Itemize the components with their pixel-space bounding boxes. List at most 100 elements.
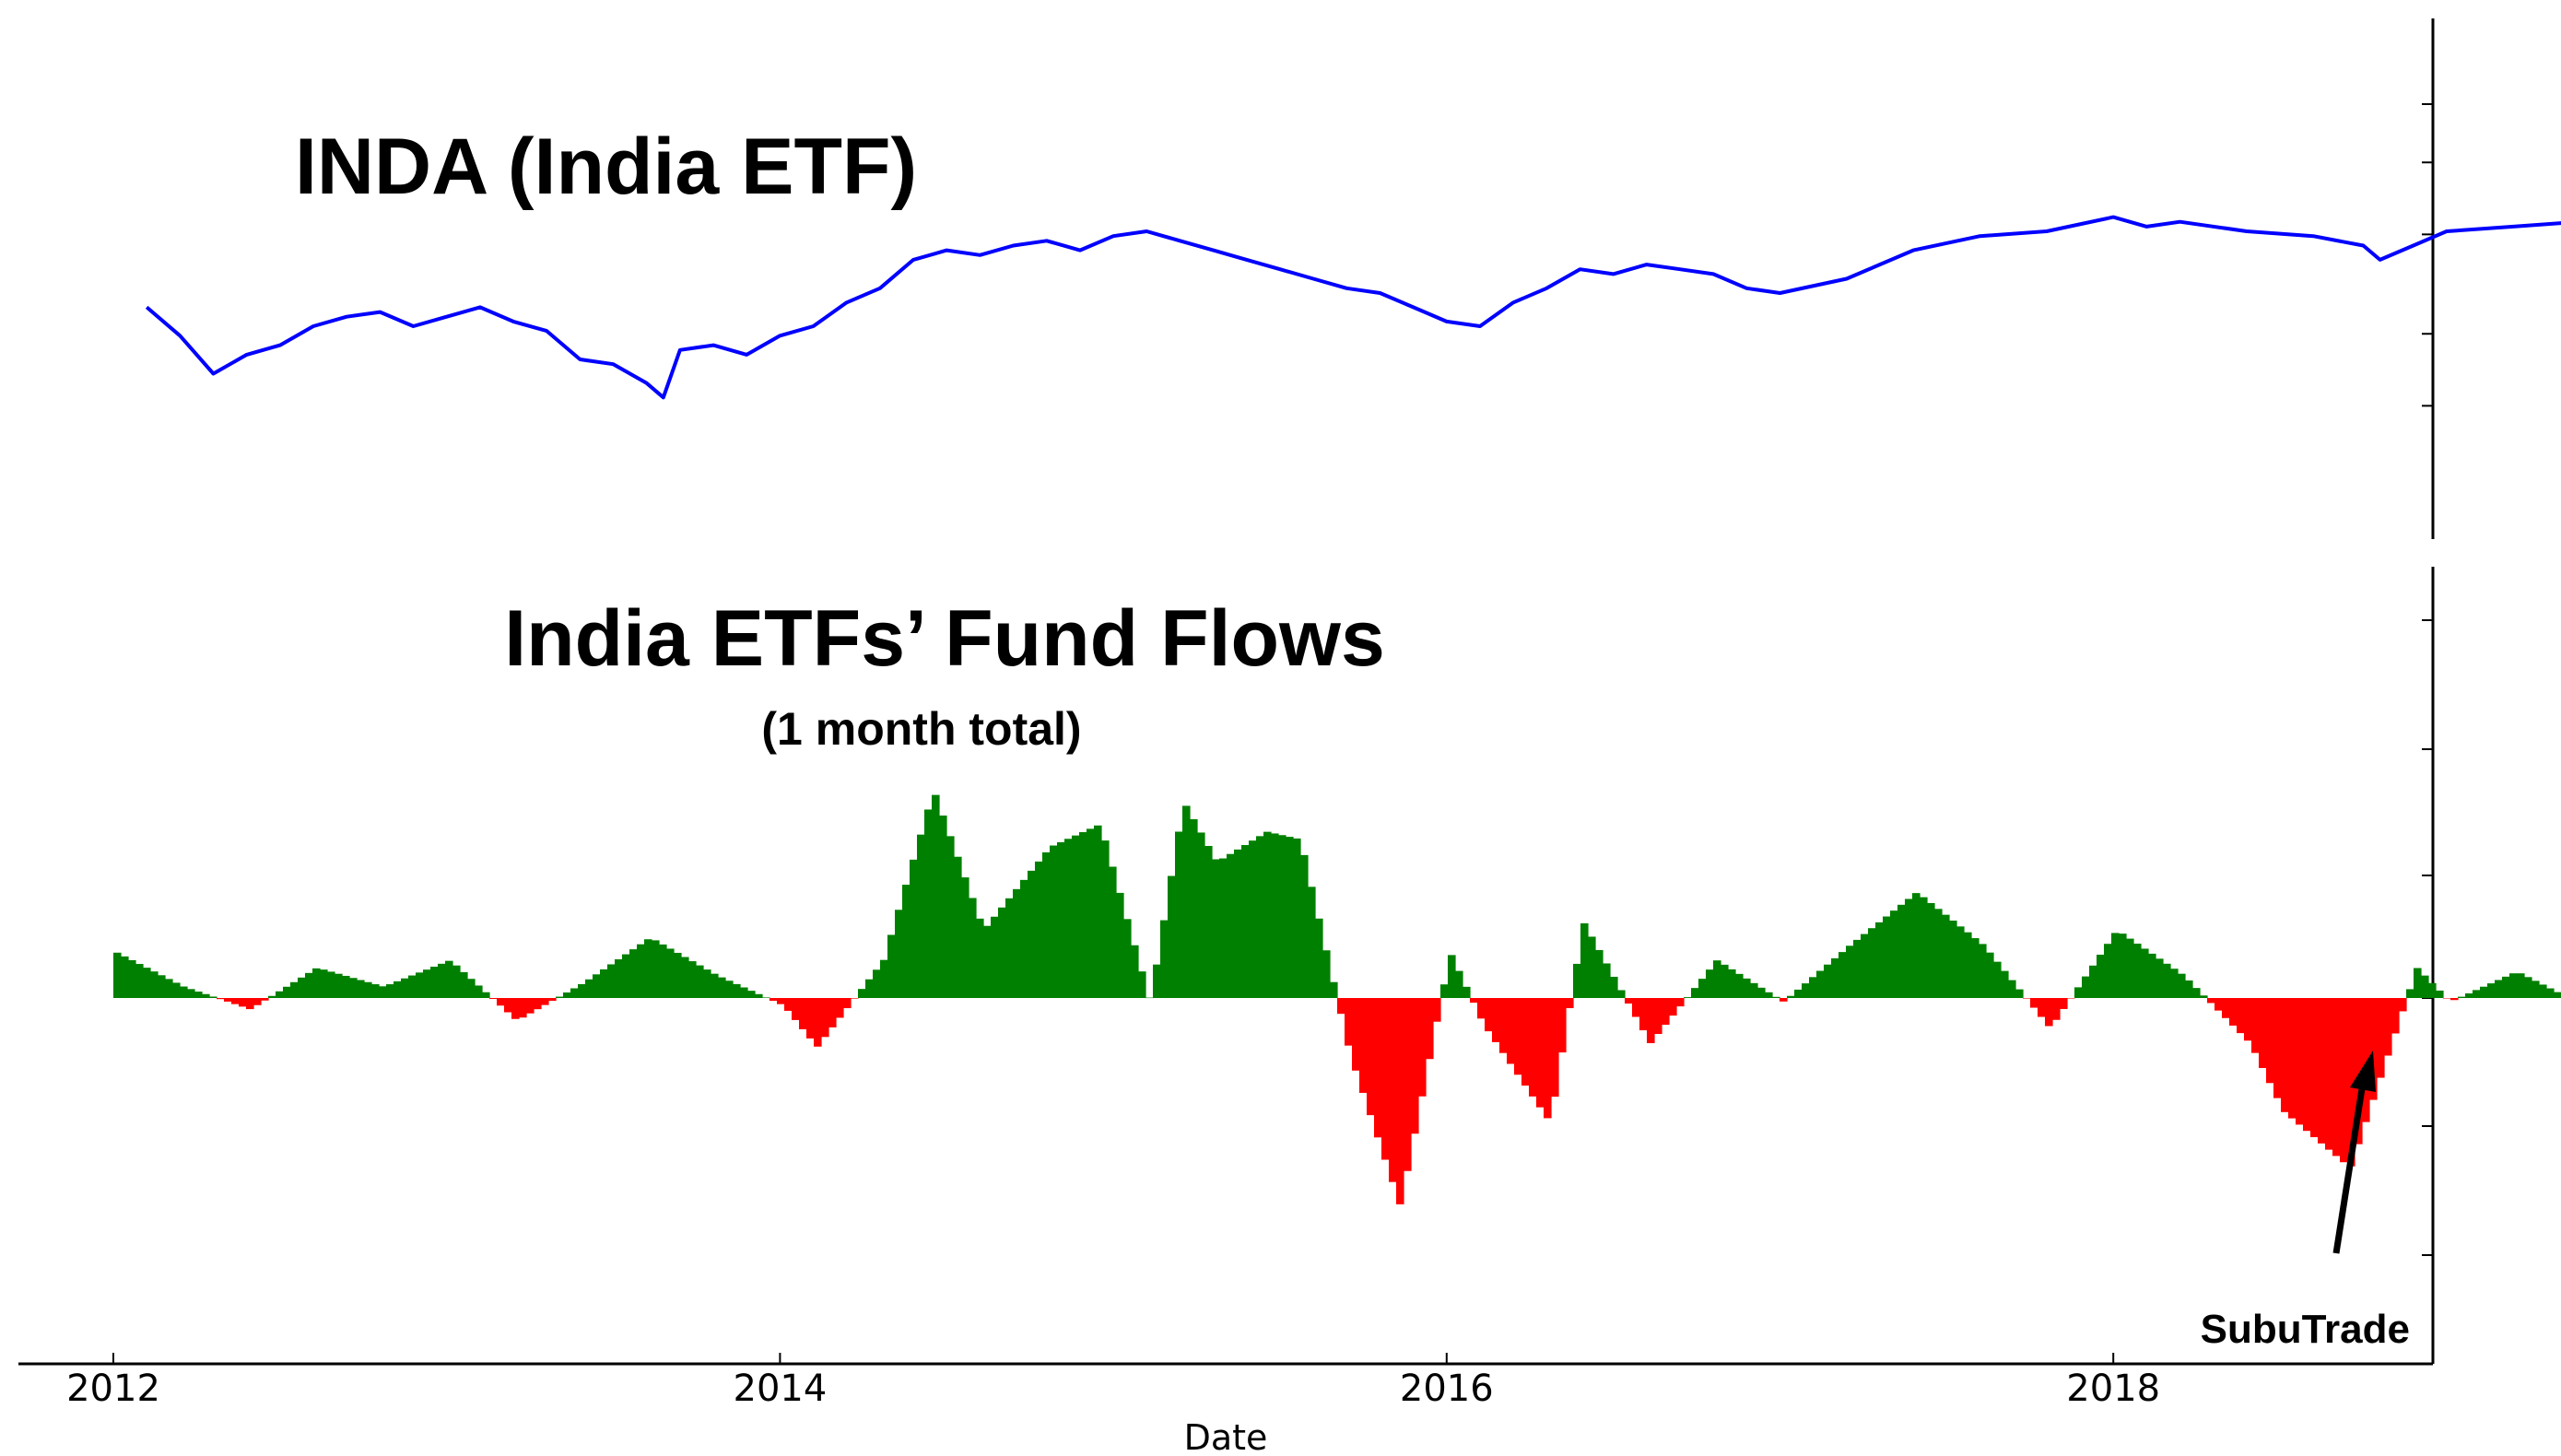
flow-bar — [541, 998, 549, 1005]
flow-bar — [1227, 853, 1235, 998]
flow-bar — [438, 963, 446, 998]
flow-bar — [629, 949, 638, 998]
flow-bar — [497, 998, 505, 1006]
flow-bar — [946, 836, 955, 998]
flow-bar — [482, 992, 490, 998]
flow-bar — [578, 983, 586, 998]
flow-bar — [2001, 970, 2009, 998]
flow-bar — [2524, 977, 2532, 998]
flow-bar — [777, 998, 785, 1004]
flow-bar — [1470, 998, 1478, 1004]
flow-bar — [1315, 918, 1323, 998]
flow-bar — [1116, 892, 1124, 998]
flow-bar — [1551, 998, 1559, 1098]
flow-bar — [2554, 992, 2561, 998]
flow-bar — [769, 998, 778, 1002]
flow-bar — [2303, 998, 2311, 1132]
flow-bar — [416, 972, 424, 998]
flow-bar — [563, 992, 571, 998]
flow-bar — [371, 984, 380, 998]
flow-bar — [991, 916, 999, 998]
flow-bar — [2281, 998, 2289, 1112]
flow-bar — [1735, 973, 1744, 998]
flow-bar — [1322, 950, 1331, 998]
flow-bar — [2318, 998, 2326, 1144]
flow-bar — [1706, 969, 1714, 998]
flow-bar — [209, 996, 217, 998]
flow-bar — [121, 956, 129, 998]
flow-bar — [1676, 998, 1685, 1007]
flow-bar — [430, 967, 439, 998]
flow-bar — [1647, 998, 1655, 1043]
flow-bar — [2126, 938, 2134, 998]
flow-bar — [1964, 932, 1972, 998]
flow-bar — [585, 979, 593, 998]
flow-bar — [1374, 998, 1382, 1138]
flow-bar — [2237, 998, 2245, 1034]
flow-bar — [1639, 998, 1648, 1031]
flow-bar — [1160, 920, 1169, 998]
flow-bar — [1780, 998, 1788, 1002]
inda-price-line — [145, 215, 2561, 400]
flow-bar — [312, 968, 321, 998]
flow-bar — [2052, 998, 2061, 1020]
flow-bar — [2244, 998, 2252, 1041]
flow-bar — [2377, 998, 2385, 1078]
flow-bar — [1684, 997, 1692, 998]
flow-bar — [688, 961, 697, 998]
flow-bar — [1499, 998, 1508, 1053]
inda-right-ticks — [2422, 103, 2433, 407]
flow-bar — [666, 948, 675, 998]
flow-bar — [1359, 998, 1368, 1093]
flow-bar — [2222, 998, 2230, 1018]
flow-bar — [2141, 948, 2149, 998]
flow-bar — [1802, 983, 1810, 998]
flow-bar — [349, 978, 358, 998]
flow-bar — [954, 856, 962, 998]
flow-bar — [1278, 835, 1286, 998]
flows-title: India ETFs’ Fund Flows — [504, 594, 1385, 683]
flow-bar — [187, 989, 195, 998]
flow-bar — [202, 993, 210, 998]
flow-bar — [1352, 998, 1360, 1071]
flow-bar — [1625, 998, 1633, 1004]
flow-bar — [2133, 944, 2142, 998]
flow-bar — [408, 975, 417, 998]
flow-bar — [2214, 998, 2223, 1011]
flow-bar — [305, 972, 313, 998]
flow-bar — [799, 998, 807, 1029]
subutrade-watermark: SubuTrade — [2201, 1307, 2410, 1352]
x-tick-label-2012: 2012 — [66, 1368, 160, 1410]
flow-bar — [1426, 998, 1434, 1060]
flow-bar — [1035, 861, 1043, 998]
flow-bar — [1131, 945, 1139, 998]
flow-bar — [357, 980, 365, 998]
flow-bar — [2288, 998, 2297, 1119]
flow-bar — [2082, 976, 2090, 998]
flow-bar — [2023, 998, 2031, 999]
flow-bar — [1949, 921, 1957, 998]
flow-bar — [1875, 922, 1884, 998]
flow-bar — [2509, 973, 2518, 998]
flow-bar — [261, 998, 269, 1001]
flow-bar — [740, 987, 748, 998]
flow-bar — [290, 981, 299, 998]
flow-bar — [548, 998, 557, 1002]
flow-bar — [2015, 989, 2024, 998]
flow-bar — [1986, 952, 1994, 998]
flow-bar — [1345, 998, 1353, 1046]
x-axis-label: Date — [1184, 1417, 1268, 1456]
x-tick-group: 2012201420162018202020222024 — [66, 1353, 2160, 1410]
flow-bar — [924, 809, 933, 998]
flow-bar — [1853, 939, 1862, 998]
flow-bar — [910, 859, 918, 998]
flow-bar — [2384, 998, 2392, 1056]
flow-bar — [806, 998, 815, 1039]
flow-bar — [224, 998, 232, 1002]
flow-bar — [836, 998, 844, 1018]
flow-bar — [1993, 961, 2002, 998]
flow-bar — [858, 989, 866, 998]
flow-bar — [1743, 978, 1751, 998]
flow-bar — [1610, 976, 1618, 998]
flow-bar — [1182, 805, 1191, 998]
